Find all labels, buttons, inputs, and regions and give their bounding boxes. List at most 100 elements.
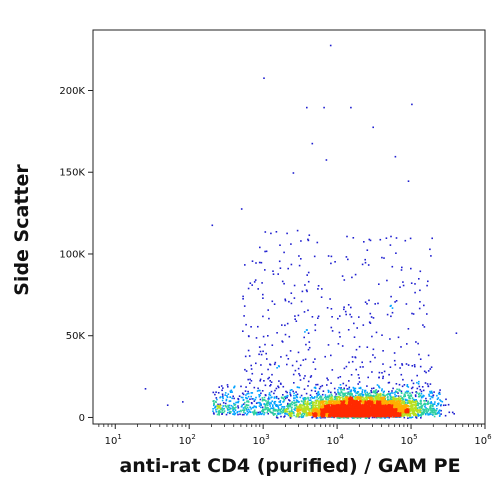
data-point — [347, 397, 349, 400]
data-point — [347, 399, 349, 401]
data-point — [427, 385, 429, 387]
data-point — [279, 411, 282, 413]
data-point — [379, 238, 382, 241]
data-point — [221, 389, 223, 392]
data-point — [229, 396, 232, 398]
data-point — [296, 410, 299, 413]
data-point — [349, 396, 352, 398]
data-point — [306, 404, 308, 407]
data-point — [220, 404, 222, 407]
data-point — [423, 400, 425, 402]
data-point — [410, 282, 413, 284]
data-point — [407, 364, 410, 366]
data-point — [229, 391, 232, 393]
data-point — [435, 409, 438, 412]
data-point — [429, 248, 431, 251]
data-point — [259, 411, 261, 413]
data-point — [417, 395, 420, 398]
data-point — [350, 398, 352, 401]
data-point — [314, 415, 317, 418]
data-point — [322, 406, 324, 409]
data-point — [382, 397, 385, 400]
data-point — [428, 395, 431, 397]
data-point — [392, 401, 395, 404]
data-point — [235, 406, 237, 409]
data-point — [289, 391, 291, 394]
data-point — [305, 415, 307, 417]
data-point — [385, 409, 388, 412]
data-point — [276, 332, 278, 334]
data-point — [144, 388, 147, 390]
data-point — [259, 403, 261, 405]
data-point — [383, 409, 385, 411]
data-point — [368, 238, 371, 241]
data-point — [399, 402, 401, 404]
data-point — [290, 394, 292, 397]
data-point — [259, 394, 261, 397]
data-point — [429, 398, 432, 400]
data-point — [299, 413, 301, 415]
data-point — [400, 373, 403, 376]
data-point — [300, 404, 303, 406]
data-point — [303, 412, 306, 415]
data-point — [394, 363, 397, 366]
data-point — [350, 402, 352, 404]
data-point — [379, 417, 382, 419]
data-point — [324, 415, 327, 417]
data-point — [430, 390, 433, 393]
data-point — [256, 412, 258, 415]
y-axis-title: Side Scatter — [11, 164, 33, 296]
data-point — [403, 416, 406, 419]
data-point — [437, 402, 440, 405]
data-point — [278, 380, 280, 382]
data-point — [439, 393, 441, 395]
data-point — [360, 401, 362, 404]
data-point — [402, 378, 404, 381]
data-point — [344, 396, 347, 398]
data-point — [377, 400, 379, 403]
data-point — [424, 382, 427, 384]
data-point — [215, 391, 217, 393]
data-point — [272, 270, 274, 272]
data-point — [216, 398, 218, 401]
data-point — [344, 406, 347, 409]
data-point — [365, 409, 367, 412]
data-point — [401, 402, 403, 404]
data-point — [386, 404, 388, 407]
data-point — [279, 382, 282, 385]
data-point — [283, 282, 285, 285]
data-point — [255, 362, 257, 365]
data-point — [310, 389, 313, 392]
data-point — [238, 410, 241, 413]
data-point — [408, 394, 410, 396]
data-point — [368, 417, 370, 419]
data-point — [297, 406, 299, 408]
data-point — [353, 401, 356, 404]
data-point — [331, 415, 334, 417]
data-point — [367, 409, 369, 411]
data-point — [216, 407, 218, 409]
data-point — [219, 411, 222, 413]
data-point — [420, 405, 423, 408]
data-point — [332, 406, 334, 409]
data-point — [426, 411, 428, 414]
data-point — [330, 308, 333, 310]
data-point — [390, 304, 392, 307]
data-point — [343, 397, 346, 400]
data-point — [406, 392, 409, 394]
data-point — [420, 415, 422, 417]
data-point — [307, 396, 309, 399]
data-point — [434, 401, 436, 403]
data-point — [368, 395, 371, 397]
data-point — [268, 403, 271, 406]
data-point — [416, 402, 419, 405]
data-point — [312, 361, 315, 363]
data-point — [379, 403, 381, 405]
data-point — [397, 392, 399, 394]
data-point — [428, 413, 430, 416]
data-point — [341, 401, 343, 403]
data-point — [371, 401, 374, 404]
data-point — [265, 352, 267, 355]
data-point — [412, 403, 415, 406]
data-point — [351, 356, 354, 358]
